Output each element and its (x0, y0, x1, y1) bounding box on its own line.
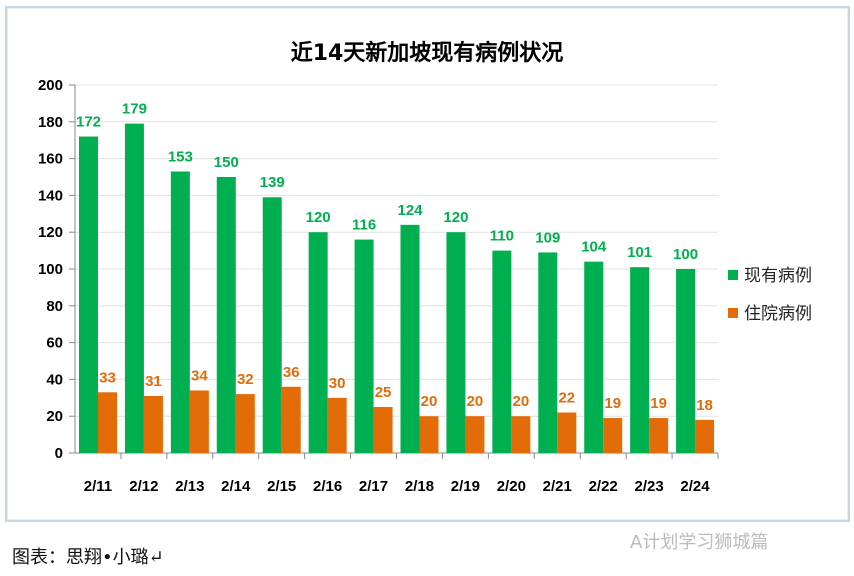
x-tick-label: 2/11 (84, 478, 112, 495)
x-tick-label: 2/17 (359, 478, 388, 495)
data-label: 100 (673, 246, 698, 263)
y-tick-label: 200 (38, 77, 63, 94)
data-label: 19 (650, 395, 667, 412)
data-label: 20 (467, 393, 484, 410)
data-label: 110 (490, 228, 514, 245)
data-label: 20 (513, 393, 530, 410)
y-tick-label: 60 (46, 335, 63, 352)
bar-active (262, 197, 282, 453)
x-tick-label: 2/12 (129, 478, 158, 495)
y-tick-label: 20 (46, 408, 63, 425)
data-label: 33 (99, 369, 116, 386)
bar-hospitalized (327, 397, 347, 453)
bar-hospitalized (373, 407, 393, 453)
bar-active (308, 232, 328, 453)
data-label: 172 (76, 114, 101, 131)
bar-active (446, 232, 466, 453)
data-label: 101 (627, 244, 652, 261)
data-label: 31 (145, 373, 162, 390)
data-label: 22 (558, 390, 575, 407)
data-label: 116 (352, 217, 376, 234)
x-tick-label: 2/22 (589, 478, 618, 495)
bar-hospitalized (557, 412, 577, 453)
bar-active (216, 177, 236, 453)
x-tick-label: 2/15 (267, 478, 296, 495)
x-tick-label: 2/16 (313, 478, 342, 495)
x-tick-label: 2/19 (451, 478, 480, 495)
bar-hospitalized (189, 390, 209, 453)
data-label: 139 (260, 174, 285, 191)
data-label: 25 (375, 384, 392, 401)
y-tick-label: 120 (38, 224, 63, 241)
legend-swatch (728, 270, 738, 280)
chart-title: 近14天新加坡现有病例状况 (291, 40, 564, 66)
data-label: 30 (329, 375, 346, 392)
legend-label: 现有病例 (744, 266, 812, 286)
x-tick-label: 2/20 (497, 478, 526, 495)
bar-hospitalized (419, 416, 439, 453)
data-label: 179 (122, 101, 147, 118)
data-label: 18 (696, 397, 713, 414)
bar-active (400, 224, 420, 453)
y-tick-label: 100 (38, 261, 63, 278)
data-label: 19 (604, 395, 621, 412)
y-tick-label: 0 (55, 445, 63, 462)
data-label: 36 (283, 364, 300, 381)
data-label: 120 (306, 209, 331, 226)
bar-active (630, 267, 650, 453)
bar-active (584, 261, 604, 453)
bar-active (538, 252, 558, 453)
chart-credit: 图表：思翔•小璐↵ (12, 547, 164, 568)
bar-hospitalized (235, 394, 255, 453)
legend-swatch (728, 308, 738, 318)
bar-hospitalized (281, 386, 301, 453)
bar-active (354, 239, 374, 453)
bar-active (79, 136, 98, 453)
x-tick-label: 2/21 (543, 478, 572, 495)
data-label: 150 (214, 154, 239, 171)
y-tick-label: 40 (46, 371, 63, 388)
data-label: 34 (191, 367, 208, 384)
data-label: 20 (421, 393, 438, 410)
bar-hospitalized (695, 419, 715, 453)
data-label: 109 (535, 229, 560, 246)
bar-hospitalized (98, 392, 117, 453)
bar-active (492, 250, 512, 453)
data-label: 120 (443, 209, 468, 226)
x-tick-label: 2/23 (635, 478, 664, 495)
x-tick-label: 2/24 (680, 478, 710, 495)
bar-hospitalized (603, 418, 623, 453)
legend-label: 住院病例 (744, 304, 812, 324)
bar-active (124, 123, 144, 453)
y-tick-label: 80 (46, 298, 63, 315)
x-tick-label: 2/14 (221, 478, 251, 495)
y-tick-label: 180 (38, 114, 63, 131)
data-label: 124 (397, 202, 423, 219)
bar-chart: 近14天新加坡现有病例状况 0 20 40 60 80 100 120 140 160 180 200… (38, 40, 812, 495)
bar-active (170, 171, 190, 454)
bar-hospitalized (143, 395, 163, 453)
x-tick-label: 2/13 (175, 478, 204, 495)
data-label: 104 (581, 239, 607, 256)
watermark: A计划学习狮城篇 (630, 532, 769, 553)
data-label: 32 (237, 371, 254, 388)
bar-active (676, 269, 696, 453)
bar-hospitalized (649, 418, 669, 453)
y-tick-label: 140 (38, 187, 63, 204)
x-tick-label: 2/18 (405, 478, 434, 495)
data-label: 153 (168, 148, 193, 165)
bar-hospitalized (465, 416, 485, 453)
bar-hospitalized (511, 416, 531, 453)
y-tick-label: 160 (38, 151, 63, 168)
